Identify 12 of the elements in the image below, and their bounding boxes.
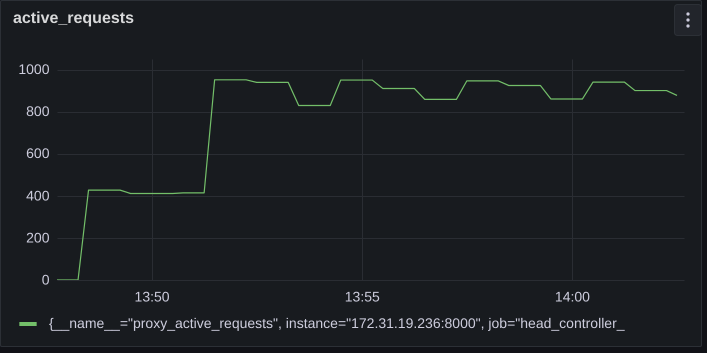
y-tick-label: 600: [26, 145, 50, 162]
y-tick-label: 0: [42, 272, 50, 288]
y-tick-label: 400: [26, 187, 50, 204]
y-tick-label: 200: [26, 229, 50, 246]
line-series: [57, 79, 678, 280]
legend-label: {__name__="proxy_active_requests", instance="172.31.19.236:8000", job="head_controller_: [49, 315, 625, 331]
x-tick-label: 13:50: [134, 288, 170, 304]
x-tick-label: 14:00: [554, 288, 590, 304]
y-tick-label: 800: [26, 103, 50, 120]
x-tick-label: 13:55: [344, 288, 380, 304]
chart-title: active_requests: [13, 10, 134, 28]
y-tick-label: 1000: [18, 61, 50, 78]
